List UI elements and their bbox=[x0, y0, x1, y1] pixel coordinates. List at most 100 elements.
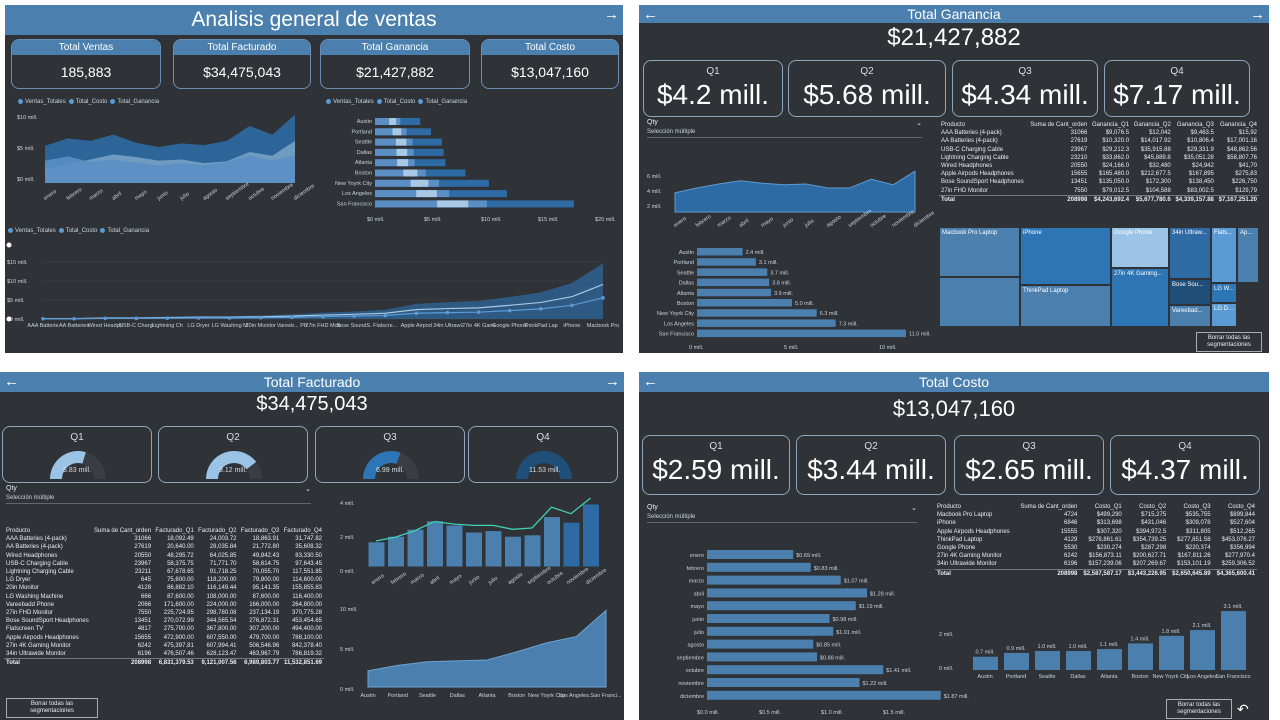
table-row[interactable]: USB-C Charging Cable 23967 $29,212.3 $35,91… bbox=[939, 146, 1259, 154]
clear-slicers-button[interactable]: Borrar todas las segmentaciones bbox=[1166, 699, 1232, 719]
qty-slicer[interactable]: Qty ⌄ Selección múltiple bbox=[647, 119, 922, 138]
table-cell: $535,755 bbox=[1185, 512, 1211, 519]
slider-handle bbox=[6, 242, 12, 248]
table-row[interactable]: LG Dryer 645 75,600.00 118,200.00 79,800.00 1… bbox=[4, 576, 324, 584]
table-row[interactable]: Apple Airpods Headphones 15655 472,900.00 6… bbox=[4, 634, 324, 642]
column-header[interactable]: Costo_Q2 bbox=[1139, 504, 1167, 510]
column-header[interactable]: Producto bbox=[6, 528, 31, 534]
qty-slicer[interactable]: Qty ⌄ Selección múltiple bbox=[647, 504, 917, 523]
table-cell: $499,290 bbox=[1096, 512, 1122, 519]
chevron-down-icon[interactable]: ⌄ bbox=[911, 505, 917, 512]
table-row[interactable]: 20in Monitor 4128 86,882.10 116,149.44 95,14… bbox=[4, 584, 324, 592]
table-row[interactable]: Total 208998 6,831,379.53 9,121,007.56 6,989… bbox=[4, 658, 324, 668]
table-row[interactable]: ThinkPad Laptop 4129 $278,861.61 $354,739.2… bbox=[935, 536, 1257, 544]
column-header[interactable]: Ganancia_Q2 bbox=[1133, 122, 1171, 128]
table-cell: iPhone bbox=[937, 520, 956, 527]
table-row[interactable]: Google Phone 5530 $230,274 $287,298 $220,374… bbox=[935, 544, 1257, 552]
chevron-down-icon[interactable]: ⌄ bbox=[305, 486, 311, 493]
treemap-tile[interactable]: 27in 4K Gaming... bbox=[1111, 268, 1169, 327]
table-row[interactable]: AA Batteries (4-pack) 27619 20,640.00 28,03… bbox=[4, 543, 324, 551]
qty-slicer[interactable]: Qty ⌄ Selección múltiple bbox=[6, 485, 311, 504]
treemap-tile[interactable]: Vareebad... bbox=[1169, 305, 1211, 327]
table-row[interactable]: 27in 4K Gaming Monitor 6242 475,397.81 607,… bbox=[4, 642, 324, 650]
treemap-tile[interactable] bbox=[939, 277, 1020, 327]
slicer-title: Qty bbox=[6, 485, 17, 492]
clear-slicers-button[interactable]: Borrar todas las segmentaciones bbox=[6, 698, 98, 718]
table-row[interactable]: AA Batteries (4-pack) 27619 $10,320.0 $14,0… bbox=[939, 137, 1259, 145]
table-row[interactable]: Lightning Charging Cable 23210 $33,862.0 $4… bbox=[939, 154, 1259, 162]
table-row[interactable]: iPhone 6846 $313,698 $431,046 $309,078 $527,6… bbox=[935, 519, 1257, 527]
column-header[interactable]: Costo_Q3 bbox=[1183, 504, 1211, 510]
table-row[interactable]: 27in FHD Monitor 7550 $79,012.5 $104,588 $83… bbox=[939, 187, 1259, 196]
table-row[interactable]: Total 208998 $2,587,587.17 $3,443,226.95 $2,… bbox=[935, 568, 1257, 578]
treemap-tile[interactable]: LG W... bbox=[1211, 283, 1237, 303]
forward-arrow-icon[interactable]: → bbox=[1250, 6, 1265, 23]
back-arrow-icon[interactable]: ← bbox=[643, 373, 658, 390]
column-header[interactable]: Ganancia_Q1 bbox=[1092, 122, 1130, 128]
table-row[interactable]: 27in FHD Monitor 7550 225,724.95 298,780.08… bbox=[4, 609, 324, 617]
table-row[interactable]: Lightning Charging Cable 23211 67,678.65 91… bbox=[4, 568, 324, 576]
table-cell: 842,378.40 bbox=[291, 642, 322, 649]
treemap-tile[interactable]: Google Phone bbox=[1111, 227, 1169, 268]
slicer-selection[interactable]: Selección múltiple bbox=[647, 129, 922, 138]
table-row[interactable]: Wired Headphones 20550 $24,166.0 $32,480 $24… bbox=[939, 162, 1259, 170]
table-cell: $313,698 bbox=[1096, 520, 1122, 527]
column-header[interactable]: Suma de Cant_orden bbox=[1030, 122, 1088, 128]
back-arrow-icon[interactable]: ← bbox=[4, 373, 19, 390]
treemap-tile[interactable]: LG D... bbox=[1211, 303, 1237, 327]
forward-arrow-icon[interactable]: → bbox=[605, 373, 620, 390]
chevron-down-icon[interactable]: ⌄ bbox=[916, 120, 922, 127]
x-tick-label: AA Batteries bbox=[59, 323, 90, 329]
table-row[interactable]: Apple Airpods Headphones 15555 $307,320 $39… bbox=[935, 528, 1257, 536]
treemap-tile[interactable]: Ap... bbox=[1237, 227, 1259, 283]
x-tick-label: Atlanta bbox=[478, 693, 496, 699]
treemap-tile[interactable]: iPhone bbox=[1020, 227, 1111, 285]
table-row[interactable]: Flatscreen TV 4817 275,700.00 367,800.00 307… bbox=[4, 625, 324, 633]
table-cell: $307,320 bbox=[1096, 528, 1122, 535]
table-cell: 6196 bbox=[137, 651, 152, 658]
column-header[interactable]: Producto bbox=[941, 122, 966, 128]
treemap-tile[interactable]: Macbook Pro Laptop bbox=[939, 227, 1020, 277]
slicer-selection[interactable]: Selección múltiple bbox=[6, 495, 311, 504]
column-header[interactable]: Facturado_Q2 bbox=[198, 528, 237, 534]
bar bbox=[406, 528, 425, 568]
table-row[interactable]: Bose SoundSport Headphones 13451 270,072.9… bbox=[4, 617, 324, 625]
column-header[interactable]: Suma de Cant_orden bbox=[1020, 504, 1078, 510]
column-header[interactable]: Suma de Cant_orden bbox=[94, 528, 152, 534]
treemap-tile[interactable]: Flats... bbox=[1211, 227, 1237, 283]
table-row[interactable]: Wired Headphones 20550 48,295.72 64,025.85 4… bbox=[4, 552, 324, 560]
column-header[interactable]: Costo_Q4 bbox=[1227, 504, 1255, 510]
legend-ventas: Ventas_Totales bbox=[25, 99, 66, 106]
table-cell: $309,078 bbox=[1185, 520, 1211, 527]
bar bbox=[707, 601, 856, 611]
table-row[interactable]: AAA Batteries (4-pack) 31066 $9,076.5 $12,0… bbox=[939, 129, 1259, 137]
treemap-tile[interactable]: Bose Sou... bbox=[1169, 279, 1211, 305]
column-header[interactable]: Facturado_Q3 bbox=[240, 528, 280, 534]
table-row[interactable]: 27in 4K Gaming Monitor 6242 $156,873.11 $20… bbox=[935, 552, 1257, 560]
table-row[interactable]: Apple Airpods Headphones 15655 $165,480.0 $… bbox=[939, 170, 1259, 178]
column-header[interactable]: Producto bbox=[937, 504, 962, 510]
column-header[interactable]: Facturado_Q4 bbox=[283, 528, 322, 534]
column-header[interactable]: Costo_Q1 bbox=[1094, 504, 1122, 510]
column-header[interactable]: Facturado_Q1 bbox=[155, 528, 194, 534]
undo-icon[interactable]: ↶ bbox=[1237, 701, 1249, 717]
y-tick-label: San Francisco bbox=[337, 201, 372, 207]
table-row[interactable]: Vareebadd Phone 2066 171,600.00 224,000.00 1… bbox=[4, 601, 324, 609]
table-row[interactable]: AAA Batteries (4-pack) 31066 18,092.49 24,0… bbox=[4, 535, 324, 543]
table-row[interactable]: USB-C Charging Cable 23967 58,375.75 71,771… bbox=[4, 560, 324, 568]
table-row[interactable]: LG Washing Machine 666 87,600.00 108,000.00… bbox=[4, 593, 324, 601]
table-row[interactable]: Total 208998 $4,243,692.4 $5,677,780.6 $4,33… bbox=[939, 194, 1259, 205]
back-arrow-icon[interactable]: ← bbox=[643, 6, 658, 23]
column-header[interactable]: Ganancia_Q3 bbox=[1176, 122, 1214, 128]
column-header[interactable]: Ganancia_Q4 bbox=[1219, 122, 1257, 128]
table-cell: 344,565.54 bbox=[206, 618, 237, 625]
table-row[interactable]: 34in Ultrawide Monitor 6196 $157,239.06 $20… bbox=[935, 560, 1257, 569]
table-row[interactable]: Bose SoundSport Headphones 13451 $135,050.… bbox=[939, 178, 1259, 186]
table-row[interactable]: 34in Ultrawide Monitor 6196 476,507.46 628,… bbox=[4, 650, 324, 659]
forward-arrow-icon[interactable]: → bbox=[604, 6, 619, 23]
slicer-selection[interactable]: Selección múltiple bbox=[647, 514, 917, 523]
treemap-tile[interactable]: ThinkPad Laptop bbox=[1020, 285, 1111, 327]
treemap-tile[interactable]: 34in Ultraw... bbox=[1169, 227, 1211, 279]
clear-slicers-button[interactable]: Borrar todas las segmentaciones bbox=[1196, 332, 1262, 352]
table-row[interactable]: Macbook Pro Laptop 4724 $499,290 $715,275 $5… bbox=[935, 511, 1257, 519]
